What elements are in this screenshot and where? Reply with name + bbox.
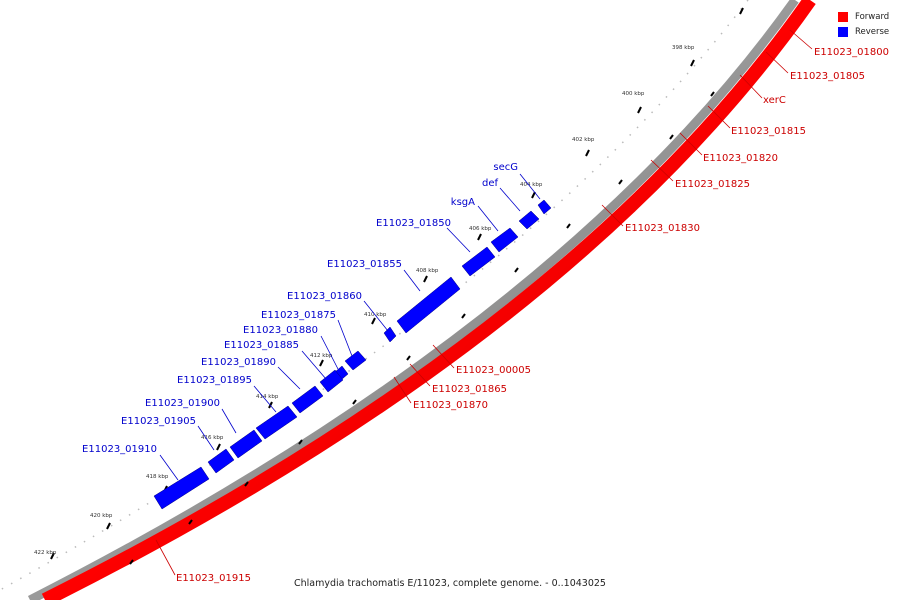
gene-label-reverse[interactable]: E11023_01850 (376, 218, 451, 229)
tick-label: 406 kbp (469, 226, 492, 232)
gene-block-E11023_01855[interactable] (396, 276, 461, 334)
gene-block-E11023_01890[interactable] (291, 385, 324, 414)
legend-item-forward: Forward (838, 9, 889, 24)
leader-lines-forward (155, 29, 813, 576)
legend-swatch-forward (838, 11, 848, 22)
gene-block-E11023_01895[interactable] (255, 405, 298, 440)
gene-label-forward[interactable]: E11023_01865 (432, 384, 507, 395)
tick-label: 412 kbp (310, 353, 333, 359)
gene-block-def[interactable] (518, 210, 540, 230)
gene-label-reverse[interactable]: E11023_01890 (201, 357, 276, 368)
gene-label-reverse[interactable]: E11023_01855 (327, 259, 402, 270)
tick-label: 416 kbp (201, 435, 224, 441)
genome-caption: Chlamydia trachomatis E/11023, complete … (294, 578, 606, 589)
tick-label: 418 kbp (146, 474, 169, 480)
gene-block-E11023_01885[interactable] (319, 369, 344, 393)
tick-label: 414 kbp (256, 394, 279, 400)
gene-label-forward[interactable]: E11023_01915 (176, 573, 251, 584)
gene-label-forward[interactable]: E11023_01870 (413, 400, 488, 411)
gene-label-reverse[interactable]: E11023_01900 (145, 398, 220, 409)
forward-strand-band (41, 0, 816, 600)
tick-label: 402 kbp (572, 137, 595, 143)
legend: Forward Reverse (838, 9, 889, 39)
gene-label-forward[interactable]: E11023_01805 (790, 71, 865, 82)
backbone-ring (27, 0, 799, 600)
gene-label-forward[interactable]: E11023_01815 (731, 126, 806, 137)
gene-block-ksgA[interactable] (490, 227, 519, 253)
gene-label-reverse[interactable]: E11023_01910 (82, 444, 157, 455)
gene-label-reverse[interactable]: E11023_01895 (177, 375, 252, 386)
gene-label-forward[interactable]: E11023_00005 (456, 365, 531, 376)
gene-label-reverse[interactable]: E11023_01880 (243, 325, 318, 336)
legend-item-reverse: Reverse (838, 24, 889, 39)
tick-label: 404 kbp (520, 182, 543, 188)
gene-label-reverse[interactable]: E11023_01860 (287, 291, 362, 302)
legend-label-reverse: Reverse (855, 26, 890, 37)
tick-label: 398 kbp (672, 45, 695, 51)
gene-label-reverse[interactable]: def (482, 178, 499, 189)
gene-block-E11023_01850[interactable] (461, 246, 496, 277)
gene-label-forward[interactable]: E11023_01830 (625, 223, 700, 234)
scale-ring (0, 0, 749, 591)
gene-label-reverse[interactable]: E11023_01905 (121, 416, 196, 427)
gene-block-E11023_01860[interactable] (383, 326, 397, 343)
gene-block-E11023_01875[interactable] (344, 350, 367, 371)
gene-label-reverse[interactable]: E11023_01885 (224, 340, 299, 351)
legend-swatch-reverse (838, 26, 848, 37)
tick-label: 408 kbp (416, 268, 439, 274)
tick-label: 422 kbp (34, 550, 57, 556)
gene-label-reverse[interactable]: secG (493, 162, 518, 173)
tick-label: 420 kbp (90, 513, 113, 519)
legend-label-forward: Forward (855, 11, 890, 22)
gene-label-reverse[interactable]: E11023_01875 (261, 310, 336, 321)
reverse-genes (153, 199, 552, 510)
gene-block-secG[interactable] (537, 199, 552, 215)
gene-label-forward[interactable]: E11023_01800 (814, 47, 889, 58)
gene-block-E11023_01905[interactable] (207, 448, 235, 474)
gene-label-forward[interactable]: E11023_01820 (703, 153, 778, 164)
tick-label: 400 kbp (622, 91, 645, 97)
leader-lines-reverse (159, 173, 541, 481)
gene-label-forward[interactable]: xerC (763, 95, 786, 106)
gene-label-reverse[interactable]: ksgA (451, 197, 475, 208)
gene-block-E11023_01900[interactable] (229, 429, 263, 459)
gene-label-forward[interactable]: E11023_01825 (675, 179, 750, 190)
gene-block-E11023_01910[interactable] (153, 466, 210, 510)
